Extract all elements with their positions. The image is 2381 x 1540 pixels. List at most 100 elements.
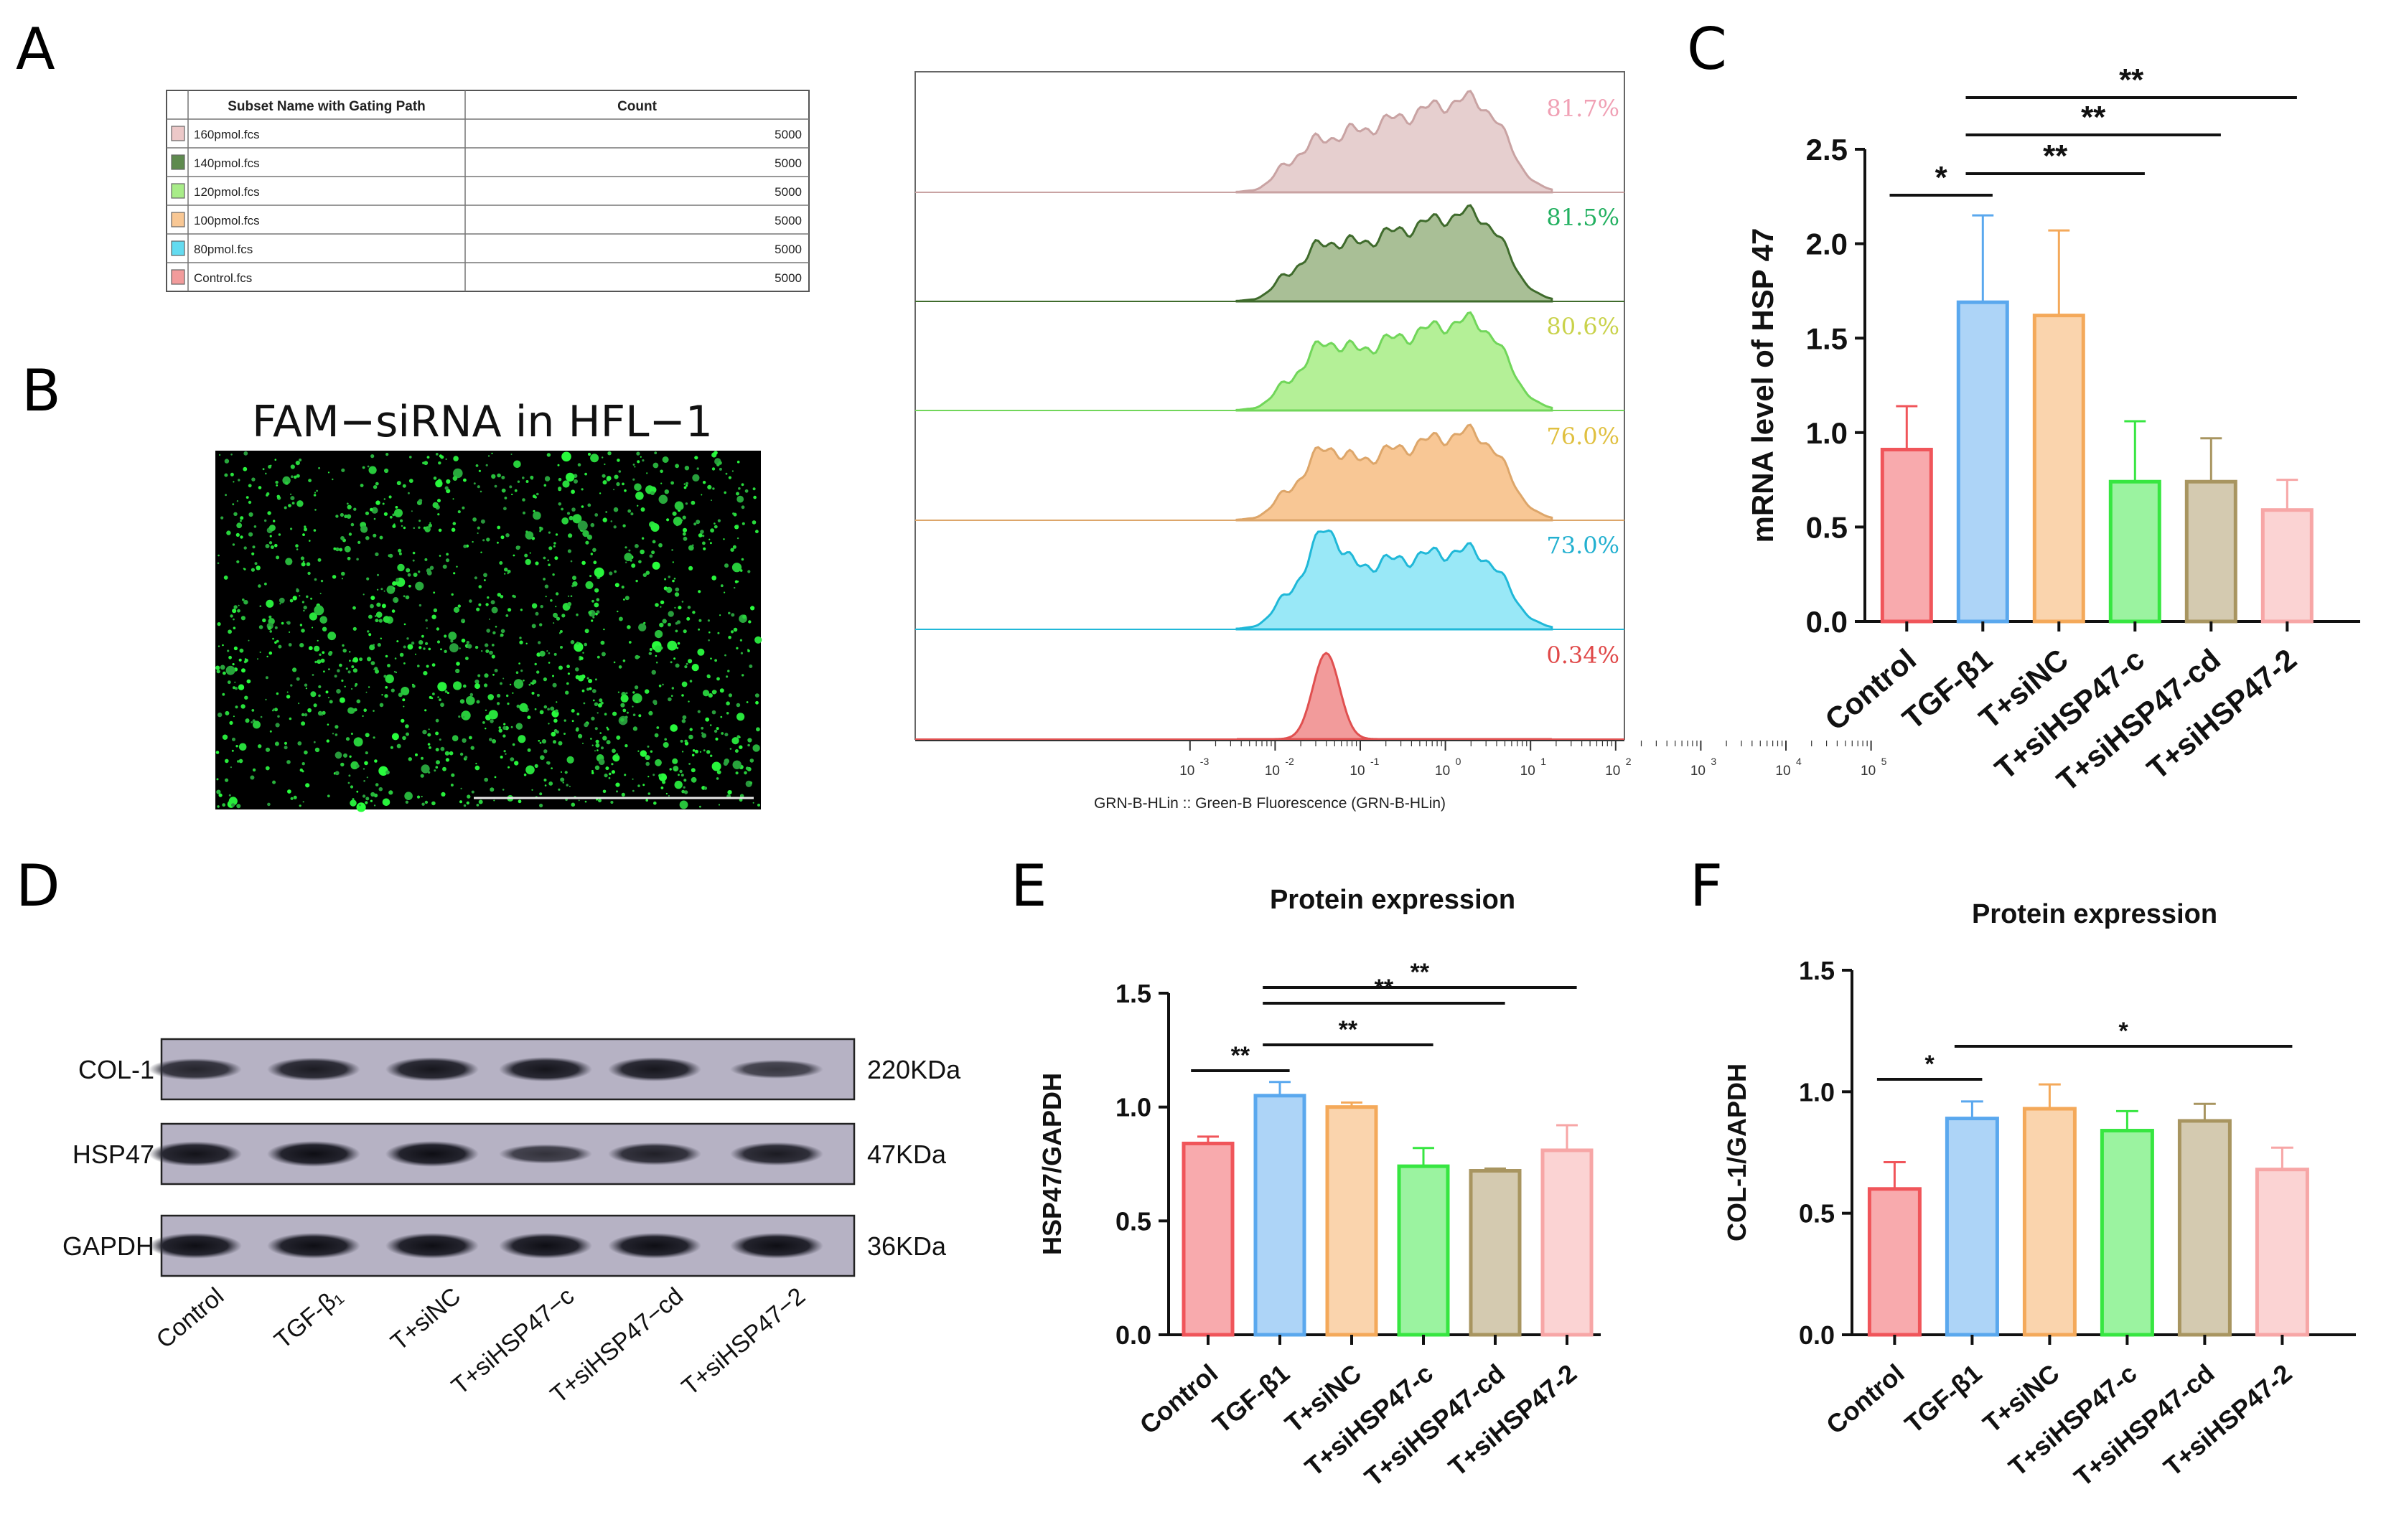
gating-table-row-name: 80pmol.fcs — [194, 243, 253, 256]
fluorescence-dot — [726, 712, 729, 715]
fluorescence-dot — [335, 733, 338, 736]
fluorescence-dot — [717, 519, 721, 522]
fluorescence-dot — [734, 586, 736, 589]
fluorescence-dot — [380, 637, 382, 639]
fluorescence-dot — [298, 703, 300, 705]
fluorescence-dot — [655, 759, 662, 766]
histogram-tick-exponent: -2 — [1285, 756, 1294, 767]
fluorescence-dot — [292, 667, 297, 672]
fluorescence-dot — [439, 738, 441, 741]
fluorescence-dot — [456, 565, 458, 568]
fluorescence-dot — [317, 558, 322, 562]
y-axis-label: HSP47/GAPDH — [1037, 1073, 1067, 1255]
blot-band — [267, 1233, 360, 1259]
fluorescence-dot — [625, 546, 627, 549]
fluorescence-dot — [287, 789, 291, 794]
fluorescence-dot — [230, 614, 233, 618]
fluorescence-dot — [316, 489, 318, 492]
fluorescence-dot — [566, 682, 569, 685]
fluorescence-dot — [453, 468, 463, 479]
fluorescence-dot — [385, 453, 389, 456]
fluorescence-dot — [296, 677, 300, 681]
fluorescence-dot — [608, 776, 611, 779]
fluorescence-dot — [666, 518, 670, 522]
fluorescence-dot — [417, 665, 420, 667]
fluorescence-dot — [653, 801, 657, 805]
fluorescence-dot — [339, 697, 345, 703]
fluorescence-dot — [342, 649, 347, 653]
fluorescence-dot — [553, 729, 558, 733]
fluorescence-dot — [568, 533, 573, 538]
fluorescence-dot — [632, 789, 635, 792]
fluorescence-dot — [407, 573, 411, 577]
fluorescence-dot — [469, 599, 472, 603]
fluorescence-dot — [404, 792, 413, 800]
fluorescence-dot — [232, 663, 235, 666]
significance-label: * — [1925, 1051, 1935, 1078]
blot-band — [149, 1058, 242, 1081]
fluorescence-dot — [569, 515, 574, 521]
fluorescence-dot — [297, 741, 302, 746]
y-tick-label: 1.0 — [1806, 416, 1848, 450]
fluorescence-dot — [445, 458, 447, 461]
fluorescence-dot — [444, 634, 447, 638]
fluorescence-dot — [248, 512, 253, 517]
blot-protein-label: GAPDH — [62, 1231, 154, 1261]
fluorescence-dot — [272, 780, 276, 784]
fluorescence-dot — [446, 692, 449, 695]
fluorescence-dot — [282, 476, 291, 485]
fluorescence-dot — [525, 558, 531, 565]
fluorescence-dot — [289, 598, 294, 603]
fluorescence-dot — [567, 595, 570, 597]
fluorescence-dot — [403, 623, 406, 626]
fluorescence-dot — [375, 552, 379, 557]
fluorescence-dot — [490, 719, 494, 723]
fluorescence-dot — [476, 607, 480, 611]
histogram-percent-label: 80.6% — [1546, 313, 1619, 340]
fluorescence-dot — [398, 552, 402, 555]
fluorescence-dot — [426, 568, 431, 573]
fluorescence-dot — [640, 507, 645, 512]
fluorescence-dot — [741, 505, 745, 510]
fluorescence-dot — [641, 537, 645, 540]
fluorescence-dot — [405, 595, 410, 600]
fluorescence-dot — [674, 592, 680, 597]
fluorescence-dot — [472, 540, 474, 543]
fluorescence-dot — [650, 491, 655, 495]
fluorescence-dot — [539, 650, 546, 657]
fluorescence-dot — [548, 781, 553, 786]
fluorescence-dot — [565, 690, 569, 695]
fluorescence-dot — [396, 640, 399, 643]
fluorescence-dot — [413, 573, 418, 577]
histogram-x-label: GRN-B-HLin :: Green-B Fluorescence (GRN-… — [1094, 795, 1446, 812]
fluorescence-dot — [245, 496, 249, 499]
fluorescence-dot — [577, 463, 581, 466]
fluorescence-dot — [296, 548, 299, 550]
blot-size-label: 36KDa — [867, 1231, 947, 1261]
fluorescence-dot — [501, 476, 505, 479]
fluorescence-dot — [317, 639, 319, 642]
fluorescence-dot — [721, 732, 724, 735]
fluorescence-dot — [218, 793, 223, 797]
fluorescence-dot — [236, 804, 241, 809]
fluorescence-dot — [594, 750, 596, 752]
fluorescence-dot — [305, 687, 307, 690]
fluorescence-dot — [370, 604, 374, 609]
fluorescence-dot — [375, 669, 379, 674]
bar-T+siNC — [1325, 1105, 1378, 1337]
fluorescence-dot — [645, 571, 650, 575]
fluorescence-dot — [539, 792, 543, 796]
fluorescence-dot — [432, 692, 435, 695]
fluorescence-dot — [671, 549, 673, 551]
fluorescence-dot — [352, 657, 359, 663]
fluorescence-dot — [696, 467, 699, 470]
fluorescence-dot — [216, 789, 221, 794]
fluorescence-dot — [314, 509, 317, 511]
fluorescence-dot — [585, 540, 589, 545]
fluorescence-dot — [445, 758, 450, 762]
fluorescence-dot — [241, 668, 245, 673]
fluorescence-dot — [290, 496, 295, 501]
fluorescence-dot — [351, 687, 353, 690]
fluorescence-dot — [731, 563, 742, 573]
fluorescence-dot — [337, 669, 340, 672]
